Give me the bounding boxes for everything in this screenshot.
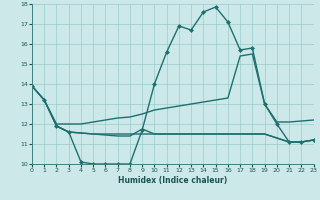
X-axis label: Humidex (Indice chaleur): Humidex (Indice chaleur) xyxy=(118,176,228,185)
